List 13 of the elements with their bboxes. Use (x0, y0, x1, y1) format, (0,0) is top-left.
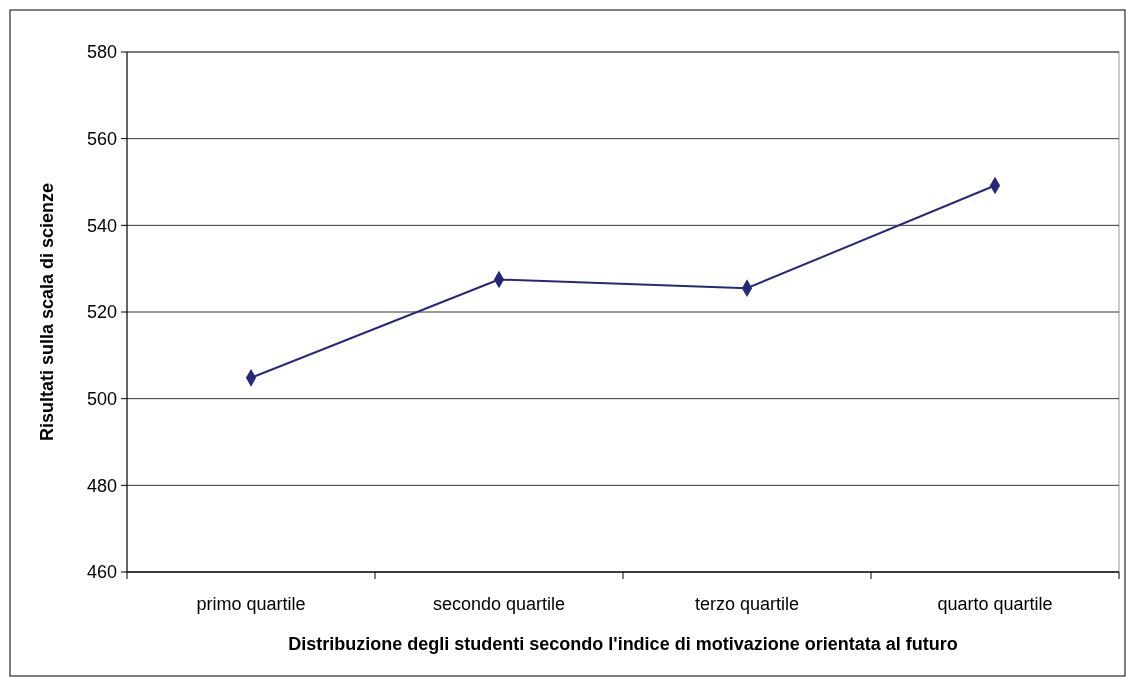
x-tick-label: quarto quartile (937, 594, 1053, 614)
y-tick-label: 520 (86, 302, 117, 323)
y-tick-label: 500 (86, 388, 117, 409)
x-tick-label: secondo quartile (432, 594, 566, 614)
x-tick-label: primo quartile (196, 594, 306, 614)
x-tick-label: terzo quartile (694, 594, 800, 614)
y-tick-label: 460 (86, 562, 117, 583)
y-axis-title: Risultati sulla scala di scienze (37, 182, 57, 442)
y-tick-label: 540 (86, 215, 117, 236)
y-tick-label: 480 (86, 475, 117, 496)
y-tick-label: 580 (86, 42, 117, 63)
y-tick-label: 560 (86, 128, 117, 149)
x-axis-title: Distribuzione degli studenti secondo l'indice di motivazione orientata al futuro (288, 634, 958, 654)
